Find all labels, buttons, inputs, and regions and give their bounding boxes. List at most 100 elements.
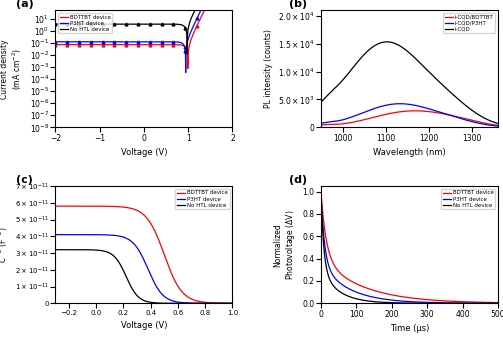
i-CQD <box>426 70 432 74</box>
i-CQD/BDTTBT <box>347 121 353 125</box>
No HTL device <box>495 301 501 305</box>
P3HT device <box>190 301 196 305</box>
i-CQD/P3HT <box>347 116 353 120</box>
No HTL device <box>184 52 190 56</box>
Text: (c): (c) <box>17 175 33 185</box>
BDTTBT device <box>207 0 213 1</box>
P3HT device <box>490 301 496 305</box>
i-CQD/BDTTBT <box>412 109 418 113</box>
P3HT device <box>70 233 76 237</box>
No HTL device <box>72 22 78 26</box>
No HTL device <box>120 22 126 26</box>
P3HT device <box>404 299 410 303</box>
BDTTBT device <box>404 296 410 300</box>
No HTL device <box>490 301 496 305</box>
i-CQD <box>384 40 390 44</box>
i-CQD/P3HT <box>441 111 447 115</box>
BDTTBT device <box>327 253 333 257</box>
i-CQD/BDTTBT <box>313 124 319 128</box>
No HTL device <box>318 190 324 194</box>
Text: (b): (b) <box>289 0 307 9</box>
Line: P3HT device: P3HT device <box>55 0 232 72</box>
No HTL device <box>457 301 463 305</box>
i-CQD/BDTTBT <box>426 110 432 114</box>
BDTTBT device <box>174 282 180 286</box>
i-CQD <box>441 84 447 88</box>
BDTTBT device <box>185 66 191 70</box>
BDTTBT device <box>495 301 501 305</box>
i-CQD <box>363 51 369 55</box>
X-axis label: Voltage (V): Voltage (V) <box>121 148 167 157</box>
P3HT device <box>490 301 496 305</box>
Line: P3HT device: P3HT device <box>55 235 232 303</box>
Text: (a): (a) <box>17 0 34 9</box>
Text: (d): (d) <box>289 175 307 185</box>
Line: BDTTBT device: BDTTBT device <box>55 0 232 68</box>
Y-axis label: Current density
(mA cm$^{-2}$): Current density (mA cm$^{-2}$) <box>0 39 24 98</box>
P3HT device <box>495 301 501 305</box>
BDTTBT device <box>190 298 196 302</box>
Line: No HTL device: No HTL device <box>55 0 232 54</box>
BDTTBT device <box>72 42 78 47</box>
No HTL device <box>399 301 405 305</box>
BDTTBT device <box>124 206 130 210</box>
No HTL device <box>52 248 58 252</box>
Line: BDTTBT device: BDTTBT device <box>321 192 498 303</box>
No HTL device <box>83 22 89 26</box>
BDTTBT device <box>130 207 136 211</box>
BDTTBT device <box>70 204 76 208</box>
P3HT device <box>194 301 200 305</box>
Y-axis label: $C^{-2}$ (F$^{-2}$): $C^{-2}$ (F$^{-2}$) <box>0 226 10 263</box>
No HTL device <box>70 248 76 252</box>
P3HT device <box>124 237 130 241</box>
BDTTBT device <box>194 299 200 303</box>
BDTTBT device <box>490 301 496 305</box>
Line: P3HT device: P3HT device <box>321 192 498 303</box>
No HTL device <box>194 301 200 305</box>
i-CQD/BDTTBT <box>441 112 447 116</box>
i-CQD/BDTTBT <box>457 115 463 119</box>
i-CQD <box>347 69 353 73</box>
BDTTBT device <box>83 42 89 47</box>
P3HT device <box>229 301 235 305</box>
P3HT device <box>128 40 134 44</box>
P3HT device <box>318 190 324 194</box>
i-CQD <box>400 46 406 50</box>
i-CQD/P3HT <box>400 102 406 106</box>
P3HT device <box>52 40 58 44</box>
No HTL device <box>124 276 130 280</box>
Legend: BDTTBT device, P3HT device, No HTL device: BDTTBT device, P3HT device, No HTL devic… <box>176 189 229 209</box>
P3HT device <box>52 233 58 237</box>
P3HT device <box>327 267 333 271</box>
BDTTBT device <box>52 204 58 208</box>
Line: i-CQD/P3HT: i-CQD/P3HT <box>316 104 503 127</box>
BDTTBT device <box>318 190 324 194</box>
P3HT device <box>72 40 78 44</box>
Y-axis label: PL intensity (counts): PL intensity (counts) <box>264 29 273 108</box>
BDTTBT device <box>399 295 405 299</box>
X-axis label: Time (μs): Time (μs) <box>390 324 429 333</box>
Legend: BDTTBT device, P3HT device, No HTL device: BDTTBT device, P3HT device, No HTL devic… <box>58 13 112 33</box>
P3HT device <box>183 70 189 74</box>
No HTL device <box>174 301 180 305</box>
No HTL device <box>130 288 136 293</box>
X-axis label: Wavelength (nm): Wavelength (nm) <box>373 148 446 157</box>
BDTTBT device <box>52 42 58 47</box>
i-CQD/BDTTBT <box>399 110 405 114</box>
No HTL device <box>490 301 496 305</box>
Line: No HTL device: No HTL device <box>55 250 232 303</box>
i-CQD <box>313 105 319 109</box>
No HTL device <box>128 22 134 26</box>
No HTL device <box>52 22 58 26</box>
P3HT device <box>130 241 136 245</box>
P3HT device <box>399 299 405 303</box>
Legend: BDTTBT device, P3HT device, No HTL device: BDTTBT device, P3HT device, No HTL devic… <box>441 189 495 209</box>
BDTTBT device <box>457 300 463 304</box>
Line: i-CQD/BDTTBT: i-CQD/BDTTBT <box>316 111 503 126</box>
i-CQD/BDTTBT <box>363 117 369 121</box>
X-axis label: Voltage (V): Voltage (V) <box>121 321 167 330</box>
i-CQD/P3HT <box>313 122 319 126</box>
BDTTBT device <box>229 301 235 305</box>
No HTL device <box>229 301 235 305</box>
P3HT device <box>174 300 180 304</box>
